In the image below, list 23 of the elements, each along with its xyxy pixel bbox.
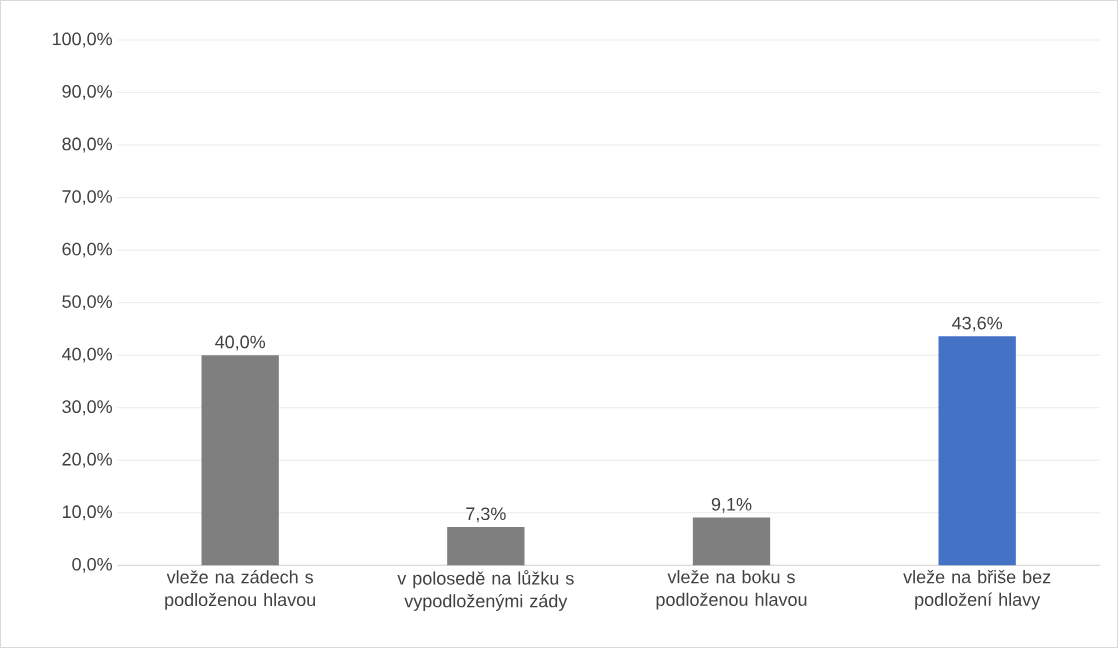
y-tick-label: 80,0% — [62, 137, 112, 153]
x-tick-label: vleže na zádech s podloženou hlavou — [165, 570, 316, 610]
data-label: 40,0% — [215, 335, 266, 351]
y-tick-label: 20,0% — [62, 452, 112, 468]
y-tick-label: 90,0% — [62, 85, 112, 100]
y-tick-label: 10,0% — [62, 505, 112, 521]
y-tick-label: 50,0% — [62, 295, 112, 311]
x-tick-label: v polosedě na lůžku s vypodloženými zády — [397, 570, 574, 611]
x-tick-label: vleže na boku s podloženou hlavou — [656, 570, 807, 610]
bar — [692, 517, 771, 566]
x-tick-label: vleže na břiše bez podložení hlavy — [903, 570, 1051, 610]
data-label: 7,3% — [466, 507, 506, 523]
bar — [447, 526, 525, 566]
y-tick-label: 40,0% — [62, 347, 112, 363]
y-tick-label: 70,0% — [62, 190, 112, 206]
y-tick-label: 100,0% — [52, 32, 112, 48]
bar — [938, 336, 1016, 566]
y-tick-label: 0,0% — [72, 557, 112, 573]
y-tick-label: 30,0% — [62, 400, 112, 416]
y-tick-label: 60,0% — [62, 242, 112, 258]
data-label: 43,6% — [952, 316, 1003, 332]
data-label: 9,1% — [711, 497, 752, 513]
bar — [201, 355, 279, 566]
